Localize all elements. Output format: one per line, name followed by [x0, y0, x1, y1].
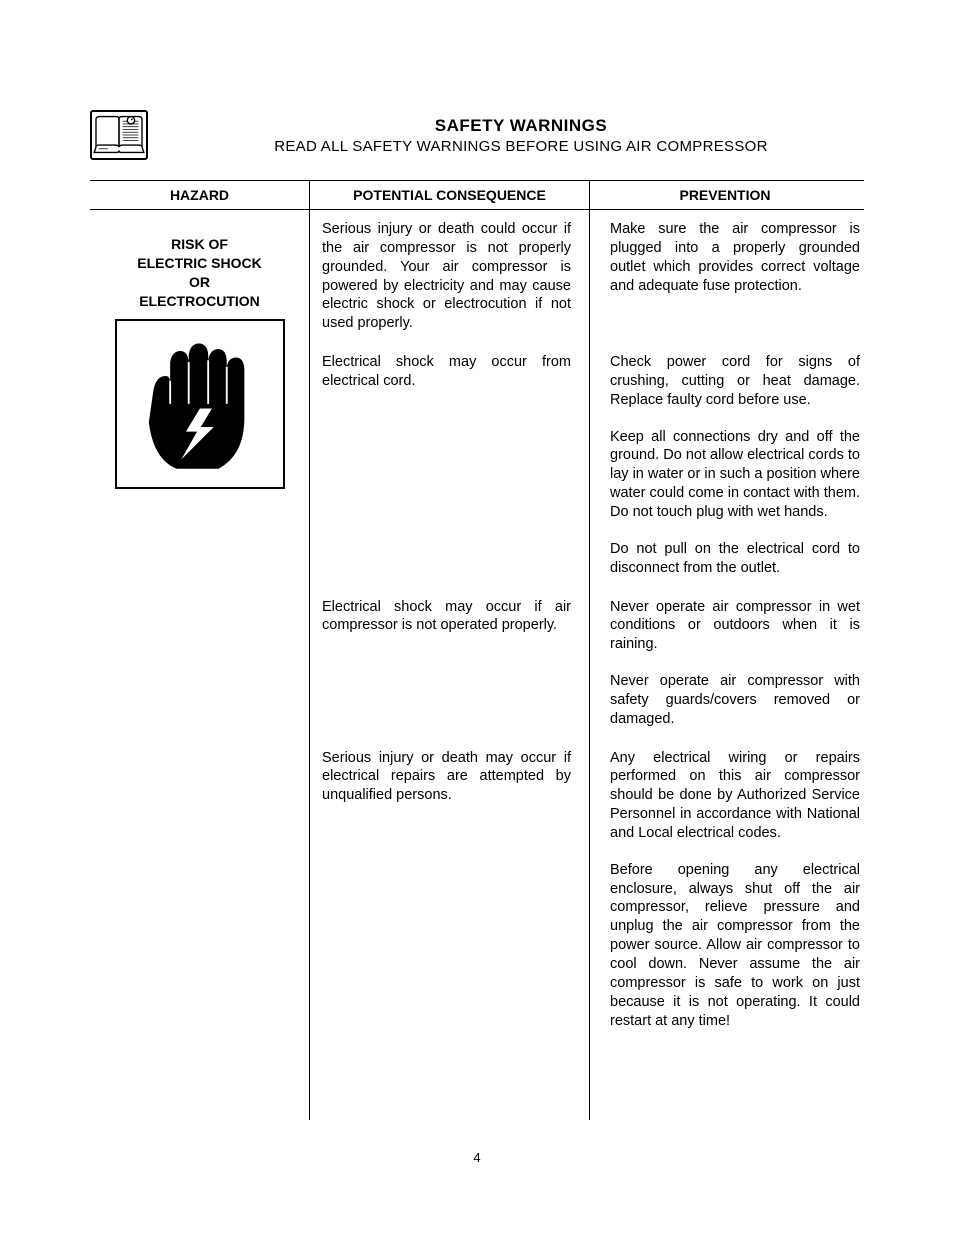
consequence-cell-empty — [310, 1040, 590, 1120]
prevention-cell: Any electrical wiring or repairs perform… — [590, 739, 860, 1041]
table-body: RISK OF ELECTRIC SHOCK OR ELECTROCUTION — [90, 210, 864, 1120]
hazard-title-line: OR — [189, 274, 210, 290]
consequence-cell: Serious injury or death could occur if t… — [310, 210, 590, 343]
prevention-cell-empty — [590, 1040, 860, 1120]
document-header: SAFETY WARNINGS READ ALL SAFETY WARNINGS… — [90, 110, 864, 160]
hazard-title: RISK OF ELECTRIC SHOCK OR ELECTROCUTION — [100, 235, 299, 311]
prevention-text: Keep all connections dry and off the gro… — [610, 428, 860, 522]
table-row: Serious injury or death may occur if ele… — [310, 739, 860, 1041]
header-text-block: SAFETY WARNINGS READ ALL SAFETY WARNINGS… — [178, 116, 864, 155]
hazard-title-line: ELECTRIC SHOCK — [137, 255, 261, 271]
table-header-row: HAZARD POTENTIAL CONSEQUENCE PREVENTION — [90, 180, 864, 210]
consequence-cell: Electrical shock may occur if air compre… — [310, 588, 590, 739]
consequence-cell: Electrical shock may occur from electric… — [310, 343, 590, 587]
column-header-prevention: PREVENTION — [590, 181, 860, 209]
table-row: Electrical shock may occur if air compre… — [310, 588, 860, 739]
prevention-cell: Make sure the air compressor is plugged … — [590, 210, 860, 343]
prevention-text: Do not pull on the electrical cord to di… — [610, 540, 860, 578]
electric-shock-hand-icon — [115, 319, 285, 489]
consequence-cell: Serious injury or death may occur if ele… — [310, 739, 590, 1041]
hazard-cell: RISK OF ELECTRIC SHOCK OR ELECTROCUTION — [90, 210, 310, 1120]
page-title: SAFETY WARNINGS — [178, 116, 864, 136]
table-row: Electrical shock may occur from electric… — [310, 343, 860, 587]
prevention-text: Any electrical wiring or repairs perform… — [610, 749, 860, 843]
prevention-text: Never operate air compressor with safety… — [610, 672, 860, 729]
prevention-text: Make sure the air compressor is plugged … — [610, 220, 860, 295]
prevention-cell: Never operate air compressor in wet cond… — [590, 588, 860, 739]
content-column: Serious injury or death could occur if t… — [310, 210, 860, 1120]
prevention-text: Never operate air compressor in wet cond… — [610, 598, 860, 655]
page-subtitle: READ ALL SAFETY WARNINGS BEFORE USING AI… — [178, 138, 864, 155]
column-header-consequence: POTENTIAL CONSEQUENCE — [310, 181, 590, 209]
table-row-spacer — [310, 1040, 860, 1120]
hazard-title-line: ELECTROCUTION — [139, 293, 260, 309]
prevention-cell: Check power cord for signs of crushing, … — [590, 343, 860, 587]
safety-table: HAZARD POTENTIAL CONSEQUENCE PREVENTION … — [90, 180, 864, 1120]
prevention-text: Before opening any electrical enclosure,… — [610, 861, 860, 1031]
manual-book-icon — [90, 110, 148, 160]
page-number: 4 — [90, 1150, 864, 1165]
hazard-title-line: RISK OF — [171, 236, 228, 252]
prevention-text: Check power cord for signs of crushing, … — [610, 353, 860, 410]
column-header-hazard: HAZARD — [90, 181, 310, 209]
table-row: Serious injury or death could occur if t… — [310, 210, 860, 343]
